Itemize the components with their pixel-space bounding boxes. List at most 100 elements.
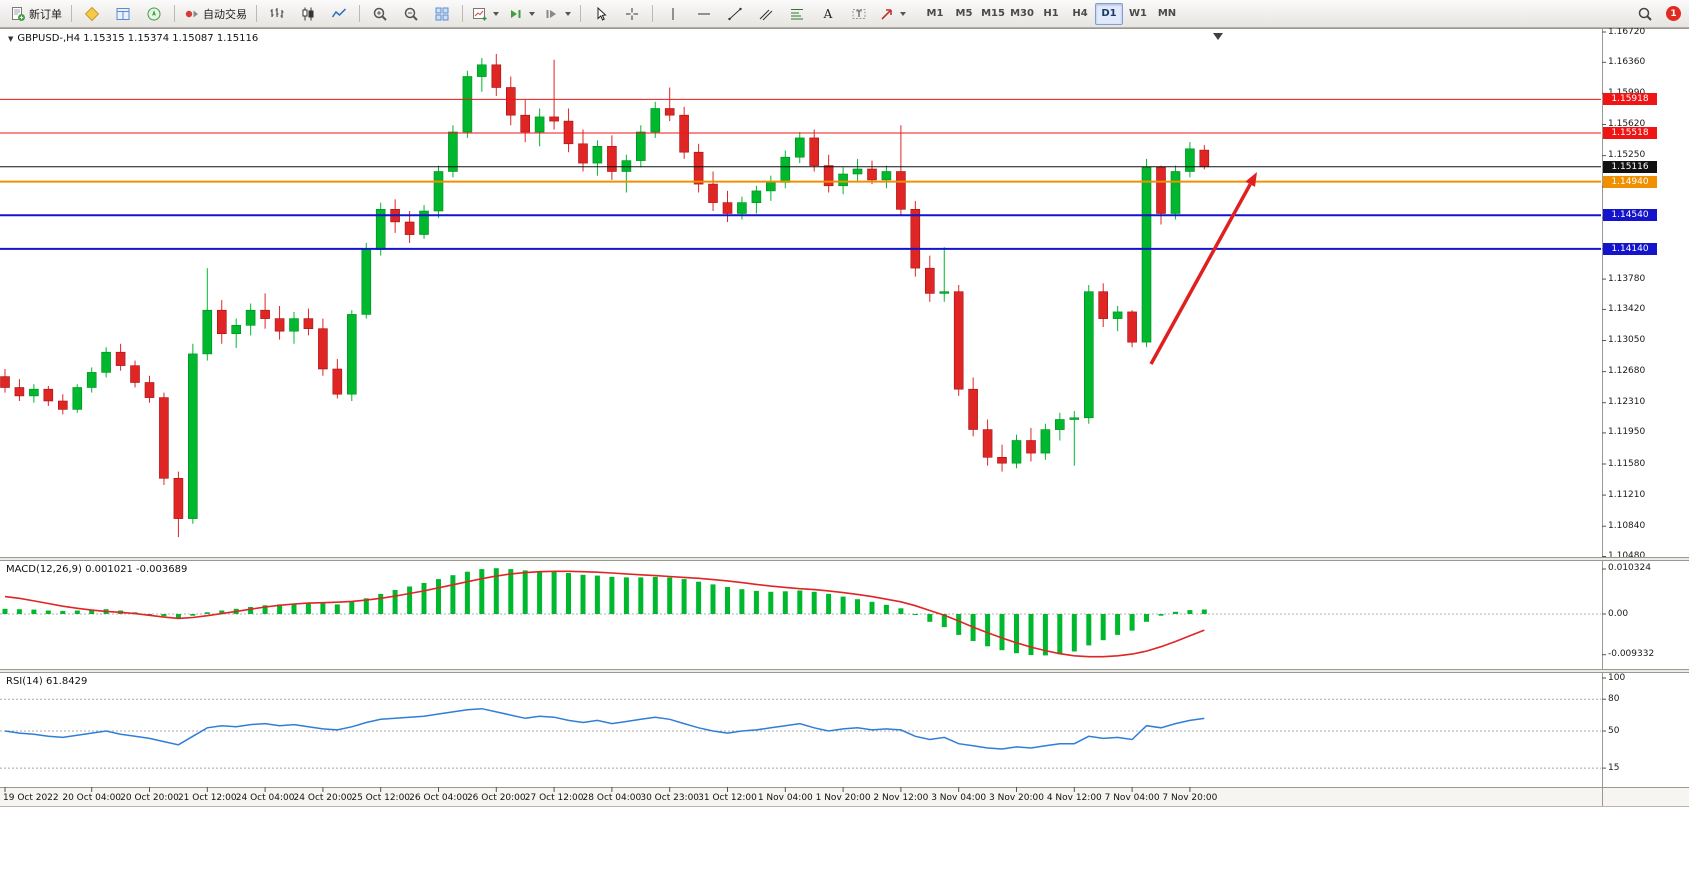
price-axis-label: 1.12310 [1608,397,1646,408]
toolbar-separator [652,5,653,22]
search-button[interactable] [1630,2,1660,26]
arrow-tool-icon [881,8,892,20]
timeframe-toolbar: M1 M5 M15 M30 H1 H4 D1 W1 MN [921,2,1181,25]
time-axis-label: 28 Oct 04:00 [582,793,642,803]
new-order-button[interactable]: 新订单 [6,2,66,26]
panel-splitter[interactable] [0,557,1689,561]
timeframe-button-W1[interactable]: W1 [1129,8,1147,19]
notification-badge[interactable]: 1 [1666,6,1681,21]
price-axis-label: 1.11210 [1608,489,1646,500]
time-axis-label: 3 Nov 20:00 [989,793,1044,803]
candlestick-icon [302,7,314,20]
autotrading-button[interactable]: 自动交易 [180,2,251,26]
timeframe-button-MN[interactable]: MN [1157,8,1177,19]
price-tag[interactable]: 1.15116 [1603,160,1657,173]
zoom-out-button[interactable] [396,2,426,26]
price-tag[interactable]: 1.15518 [1603,127,1657,140]
time-axis-label: 26 Oct 20:00 [466,793,526,803]
market-watch-button[interactable] [77,2,107,26]
price-axis-label: 1.11950 [1608,427,1646,438]
zoom-in-button[interactable] [365,2,395,26]
new-chart-button[interactable] [468,2,503,26]
level-lines-layer[interactable] [0,98,1601,250]
macd-axis-label: -0.009332 [1608,649,1655,660]
time-axis-label: 24 Oct 04:00 [235,793,295,803]
zoom-out-icon [404,7,418,21]
toolbar-separator [359,5,360,22]
tile-windows-button[interactable] [427,2,457,26]
search-icon [1638,7,1652,21]
cursor-pointer-button[interactable] [586,2,616,26]
navigator-icon [147,7,161,20]
text-icon: A [823,7,833,21]
price-axis-label: 1.15250 [1608,150,1646,161]
chart-line-button[interactable] [324,2,354,26]
price-tag[interactable]: 1.14140 [1603,242,1657,255]
navigator-button[interactable] [139,2,169,26]
rsi-level-lines [0,698,1601,769]
pointer-cursor-icon [597,6,607,21]
time-axis-label: 7 Nov 04:00 [1104,793,1160,803]
svg-text:A: A [823,7,833,21]
channel-tool-button[interactable] [751,2,781,26]
time-axis-label: 7 Nov 20:00 [1162,793,1218,803]
timeframe-button-M30[interactable]: M30 [1010,8,1034,19]
panel-splitter[interactable] [0,669,1689,673]
chart-candles-button[interactable] [293,2,323,26]
zoom-in-icon [373,7,387,21]
price-axis-label: 1.15620 [1608,118,1646,129]
text-label-tool-button[interactable]: T [844,2,874,26]
chart-title-text: GBPUSD-,H4 1.15315 1.15374 1.15087 1.151… [17,33,259,44]
main-toolbar: 新订单 自动交易 [0,0,1689,28]
rsi-label: RSI(14) 61.8429 [6,676,88,687]
timeframe-button-M5[interactable]: M5 [955,8,973,19]
time-axis-label: 27 Oct 12:00 [524,793,584,803]
new-order-icon [12,6,25,21]
crosshair-button[interactable] [617,2,647,26]
trendline-tool-button[interactable] [720,2,750,26]
price-axis-label: 1.16720 [1608,26,1646,37]
autoscroll-button[interactable] [504,2,539,26]
vertical-line-tool-button[interactable] [658,2,688,26]
timeframe-button-M15[interactable]: M15 [981,8,1005,19]
toolbar-separator [462,5,463,22]
fibonacci-tool-button[interactable] [782,2,812,26]
text-tool-button[interactable]: A [813,2,843,26]
chart-shift-marker[interactable] [1213,33,1223,40]
data-window-icon [116,7,130,20]
chart-canvas[interactable] [0,28,1689,869]
price-tag[interactable]: 1.15918 [1603,93,1657,106]
timeframe-button-H4[interactable]: H4 [1072,8,1088,19]
text-label-icon: T [852,8,866,20]
arrows-tool-button[interactable] [875,2,910,26]
price-axis-label: 1.13420 [1608,303,1646,314]
autotrading-label: 自动交易 [203,7,247,21]
trendline-icon [728,7,742,20]
timeframe-button-M1[interactable]: M1 [926,8,944,19]
horizontal-line-tool-button[interactable] [689,2,719,26]
chart-menu-icon[interactable]: ▼ [8,34,14,43]
price-tag[interactable]: 1.14540 [1603,209,1657,222]
timeframe-button-D1[interactable]: D1 [1095,2,1123,25]
crosshair-icon [626,7,638,20]
rsi-axis-label: 100 [1608,672,1626,683]
tile-windows-icon [435,7,449,20]
time-axis-label: 1 Nov 20:00 [815,793,871,803]
dropdown-caret-icon [529,11,535,16]
rsi-line [4,707,1205,750]
timeframe-button-H1[interactable]: H1 [1043,8,1059,19]
price-axis-label: 1.10480 [1608,550,1646,561]
toolbar-right-group: 1 [1630,2,1683,26]
macd-histogram [2,568,1207,656]
price-axis-label: 1.13050 [1608,334,1646,345]
time-axis-label: 20 Oct 04:00 [62,793,122,803]
trend-arrow[interactable] [1149,172,1257,365]
market-watch-icon [84,6,100,21]
chart-shift-button[interactable] [540,2,575,26]
chart-shift-icon [546,9,556,18]
price-axis-label: 1.15990 [1608,88,1645,98]
price-tag[interactable]: 1.14940 [1603,175,1657,188]
data-window-button[interactable] [108,2,138,26]
macd-signal-line [4,570,1205,658]
chart-bars-button[interactable] [262,2,292,26]
